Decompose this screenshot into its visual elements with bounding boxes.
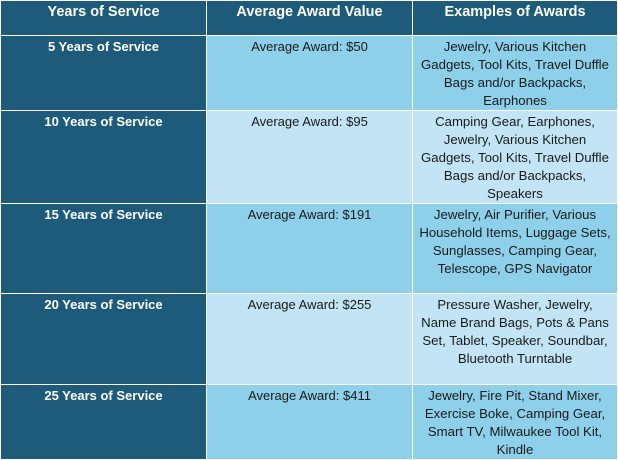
award-cell: Average Award: $255 <box>206 293 413 385</box>
years-cell: 15 Years of Service <box>0 203 207 294</box>
years-cell: 5 Years of Service <box>0 35 207 111</box>
header-years-of-service: Years of Service <box>0 0 207 36</box>
years-cell: 10 Years of Service <box>0 110 207 204</box>
examples-cell: Jewelry, Various Kitchen Gadgets, Tool K… <box>412 35 618 111</box>
examples-cell: Pressure Washer, Jewelry, Name Brand Bag… <box>412 293 618 385</box>
award-cell: Average Award: $411 <box>206 384 413 460</box>
table-row: 15 Years of Service Average Award: $191 … <box>0 203 618 294</box>
examples-cell: Jewelry, Air Purifier, Various Household… <box>412 203 618 294</box>
table-row: 20 Years of Service Average Award: $255 … <box>0 293 618 385</box>
years-cell: 20 Years of Service <box>0 293 207 385</box>
award-cell: Average Award: $50 <box>206 35 413 111</box>
header-examples-of-awards: Examples of Awards <box>412 0 618 36</box>
award-cell: Average Award: $191 <box>206 203 413 294</box>
examples-cell: Camping Gear, Earphones, Jewelry, Variou… <box>412 110 618 204</box>
table-row: 25 Years of Service Average Award: $411 … <box>0 384 618 460</box>
table-row: 10 Years of Service Average Award: $95 C… <box>0 110 618 204</box>
header-row: Years of Service Average Award Value Exa… <box>0 0 618 36</box>
examples-cell: Jewelry, Fire Pit, Stand Mixer, Exercise… <box>412 384 618 460</box>
years-cell: 25 Years of Service <box>0 384 207 460</box>
header-average-award-value: Average Award Value <box>206 0 413 36</box>
table-row: 5 Years of Service Average Award: $50 Je… <box>0 35 618 111</box>
award-cell: Average Award: $95 <box>206 110 413 204</box>
